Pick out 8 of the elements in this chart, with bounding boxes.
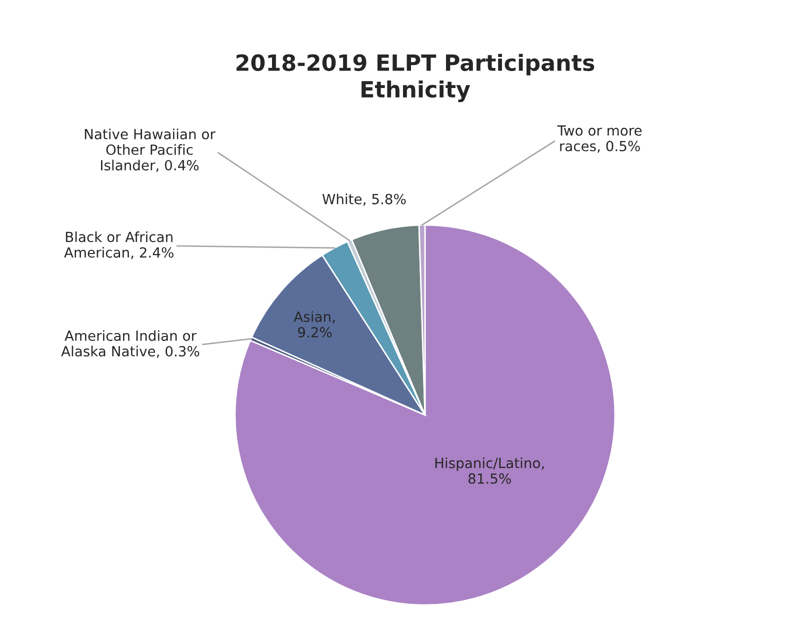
chart-title: 2018-2019 ELPT Participants Ethnicity [236,54,594,102]
slice-label: Two or more races, 0.5% [557,125,642,153]
slice-label: Asian, 9.2% [294,311,335,338]
slice-label: American Indian or Alaska Native, 0.3% [61,330,200,358]
slice-label: Hispanic/Latino, 81.5% [435,458,544,484]
slice-label: Native Hawaiian or Other Pacific Islander, 0.4% [84,128,216,172]
slice-label: White, 5.8% [322,194,406,206]
slice-label: Black or African American, 2.4% [64,231,174,260]
